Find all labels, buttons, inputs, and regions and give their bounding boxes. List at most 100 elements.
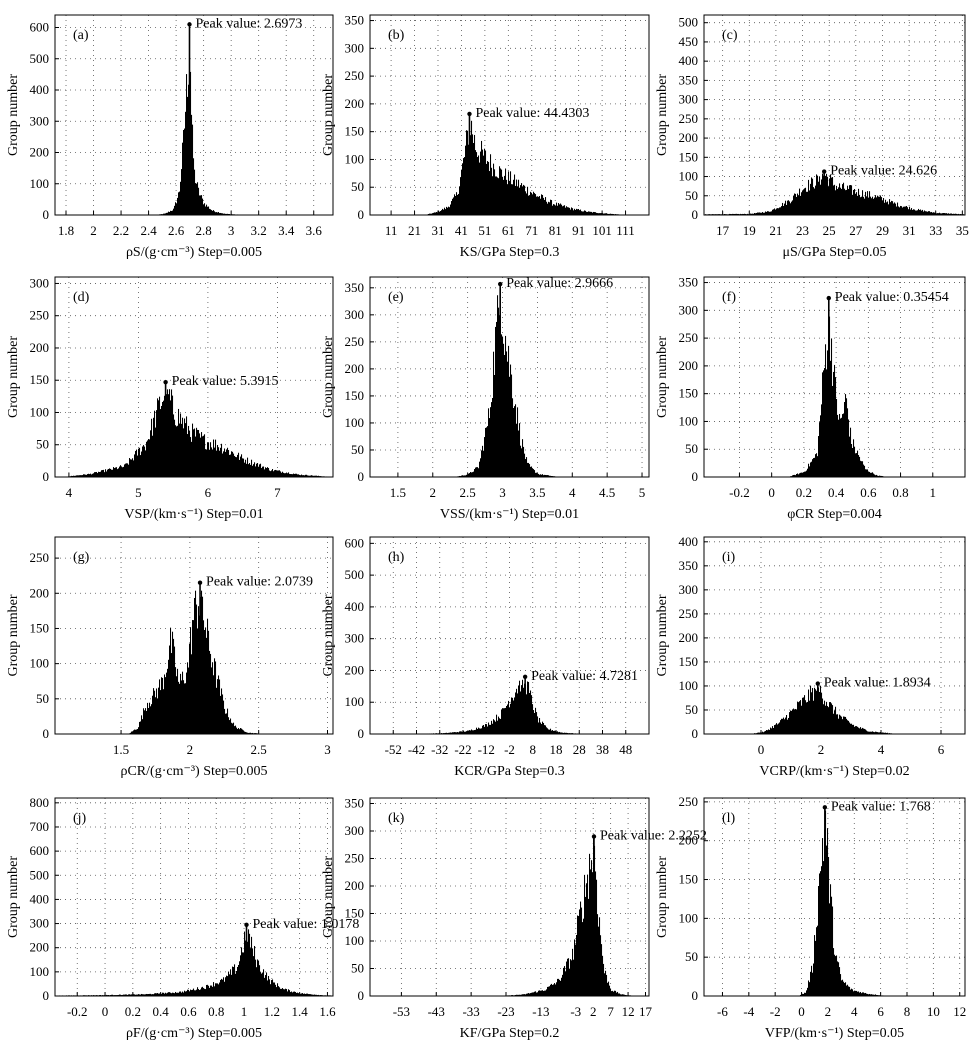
- histogram-bar: [220, 979, 222, 996]
- histogram-bar: [463, 158, 465, 215]
- histogram-bar: [919, 209, 921, 215]
- x-tick-label: 0.2: [125, 1004, 141, 1019]
- histogram-bar: [256, 463, 258, 477]
- histogram-bar: [213, 439, 215, 477]
- histogram-bar: [194, 597, 196, 734]
- histogram-bar: [474, 469, 476, 477]
- histogram-bar: [141, 715, 143, 734]
- histogram-bar: [802, 472, 804, 477]
- histogram-bar: [563, 205, 565, 215]
- histogram-bar: [156, 410, 158, 477]
- histogram-bar: [774, 208, 776, 215]
- histogram-bar: [877, 732, 879, 734]
- y-tick-label: 0: [692, 207, 699, 222]
- histogram-bar: [557, 205, 559, 215]
- histogram-bar: [194, 169, 196, 215]
- histogram-bar: [243, 458, 245, 477]
- histogram-bar: [206, 204, 208, 215]
- histogram-bar: [826, 845, 828, 996]
- histogram-bar: [512, 697, 514, 734]
- histogram-bar: [219, 679, 221, 734]
- histogram-bars: [788, 316, 889, 477]
- x-tick-label: -12: [478, 742, 495, 757]
- histogram-bar: [212, 449, 214, 477]
- histogram-bar: [530, 466, 532, 477]
- x-tick-label: 21: [769, 223, 782, 238]
- y-tick-label: 300: [30, 113, 50, 128]
- histogram-bar: [763, 732, 765, 734]
- histogram-bar: [103, 469, 105, 477]
- histogram-bar: [278, 986, 280, 996]
- y-tick-label: 250: [679, 606, 699, 621]
- histogram-bar: [516, 179, 518, 215]
- plot-frame: [54, 14, 334, 216]
- histogram-bar: [882, 732, 884, 734]
- histogram-bar: [591, 860, 593, 996]
- histogram-bar: [807, 701, 809, 734]
- histogram-bar: [871, 994, 873, 996]
- histogram-bar: [274, 982, 276, 996]
- histogram-bar: [74, 475, 76, 477]
- histogram-bar: [299, 993, 301, 996]
- histogram-bar: [488, 408, 490, 477]
- histogram-bar: [526, 193, 528, 215]
- histogram-bar: [606, 974, 608, 996]
- histogram-bar: [563, 967, 565, 996]
- x-tick-label: 0.8: [208, 1004, 224, 1019]
- histogram-bar: [565, 971, 567, 996]
- histogram-bar: [544, 199, 546, 215]
- histogram-bar: [174, 646, 176, 734]
- histogram-bar: [93, 473, 95, 477]
- histogram-bar: [186, 416, 188, 477]
- histogram-bar: [485, 427, 487, 477]
- y-tick-label: 400: [30, 891, 50, 906]
- x-tick-label: 81: [549, 223, 562, 238]
- histogram-bar: [775, 209, 777, 215]
- histogram-bar: [180, 673, 182, 734]
- histogram-bar: [890, 202, 892, 215]
- y-tick-label: 200: [345, 361, 365, 376]
- histogram-bar: [794, 193, 796, 215]
- histogram-bar: [229, 720, 231, 734]
- histogram-bar: [615, 990, 617, 996]
- histogram-bar: [464, 157, 466, 215]
- histogram-bar: [875, 731, 877, 734]
- histogram-bar: [223, 700, 225, 734]
- histogram-bar: [808, 980, 810, 996]
- histogram-bar: [191, 441, 193, 477]
- histogram-bar: [493, 163, 495, 215]
- peak-label: Peak value: 2.9666: [506, 276, 613, 291]
- histogram-bar: [138, 994, 140, 996]
- histogram-bar: [761, 732, 763, 734]
- histogram-bar: [785, 200, 787, 215]
- y-tick-label: 300: [345, 307, 365, 322]
- histogram-bar: [862, 727, 864, 734]
- histogram-bar: [846, 398, 848, 477]
- histogram-bar: [885, 732, 887, 734]
- histogram-bar: [822, 173, 824, 215]
- histogram-bar: [185, 423, 187, 477]
- histogram-bar: [504, 354, 506, 477]
- histogram-bar: [515, 404, 517, 477]
- histogram-bar: [874, 732, 876, 734]
- histogram-bar: [853, 724, 855, 734]
- histogram-bar: [564, 732, 566, 734]
- histogram-bar: [807, 987, 809, 996]
- histogram-bar: [944, 213, 946, 215]
- histogram-bar: [73, 475, 75, 477]
- histogram-bar: [240, 728, 242, 734]
- histogram-bar: [812, 688, 814, 734]
- histogram-bar: [827, 350, 829, 477]
- histogram-bar: [169, 389, 171, 477]
- histogram-bar: [453, 197, 455, 215]
- histogram-bar: [312, 475, 314, 477]
- histogram-bar: [535, 194, 537, 215]
- histogram-bar: [864, 465, 866, 477]
- histogram-bar: [878, 196, 880, 215]
- histogram-bar: [921, 210, 923, 215]
- histogram-bar: [249, 732, 251, 734]
- histogram-bar: [818, 436, 820, 477]
- histogram-bar: [768, 211, 770, 215]
- histogram-bar: [220, 212, 222, 215]
